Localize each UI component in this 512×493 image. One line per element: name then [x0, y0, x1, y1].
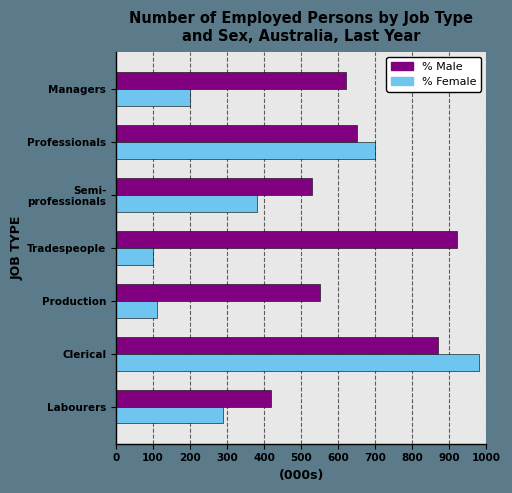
- Bar: [116, 337, 438, 353]
- Bar: [116, 247, 153, 265]
- Title: Number of Employed Persons by Job Type
and Sex, Australia, Last Year: Number of Employed Persons by Job Type a…: [129, 11, 473, 43]
- X-axis label: (000s): (000s): [279, 469, 324, 482]
- Bar: [116, 125, 357, 141]
- Bar: [116, 195, 257, 211]
- Bar: [116, 301, 157, 317]
- Bar: [116, 72, 346, 89]
- Bar: [116, 177, 312, 195]
- Bar: [116, 283, 319, 301]
- Bar: [116, 353, 479, 371]
- Bar: [116, 231, 457, 247]
- Bar: [116, 389, 271, 407]
- Bar: [116, 407, 223, 423]
- Y-axis label: JOB TYPE: JOB TYPE: [11, 215, 24, 280]
- Bar: [116, 141, 375, 159]
- Legend: % Male, % Female: % Male, % Female: [387, 57, 481, 92]
- Bar: [116, 89, 190, 106]
